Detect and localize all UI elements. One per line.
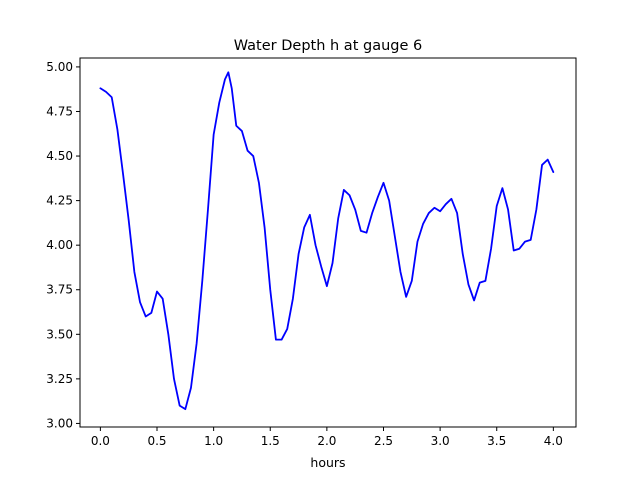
series-line <box>99 71 555 411</box>
x-tick-label: 1.0 <box>204 434 223 448</box>
y-tick-label: 5.00 <box>46 60 73 74</box>
y-tick-label: 3.25 <box>46 372 73 386</box>
x-tick-label: 2.0 <box>317 434 336 448</box>
y-tick-label: 4.00 <box>46 238 73 252</box>
axis-ticks: 0.0 0.5 1.0 1.5 2.0 2.5 3.0 3.5 4.0 3.00 3.25 3.50 3… <box>46 60 563 448</box>
x-tick-label: 4.0 <box>544 434 563 448</box>
y-tick-label: 4.25 <box>46 194 73 208</box>
axes-frame <box>79 57 577 428</box>
x-tick-label: 1.5 <box>261 434 280 448</box>
x-tick-label: 2.5 <box>374 434 393 448</box>
x-tick-label: 0.5 <box>147 434 166 448</box>
y-tick-label: 3.50 <box>46 327 73 341</box>
x-tick-label: 3.5 <box>487 434 506 448</box>
y-tick-label: 4.75 <box>46 104 73 118</box>
x-tick-label: 0.0 <box>91 434 110 448</box>
x-axis-label: hours <box>310 455 345 470</box>
y-tick-label: 4.50 <box>46 149 73 163</box>
plot-area <box>99 71 555 411</box>
y-tick-label: 3.75 <box>46 283 73 297</box>
x-tick-label: 3.0 <box>431 434 450 448</box>
chart-title: Water Depth h at gauge 6 <box>234 38 422 54</box>
y-tick-label: 3.00 <box>46 416 73 430</box>
